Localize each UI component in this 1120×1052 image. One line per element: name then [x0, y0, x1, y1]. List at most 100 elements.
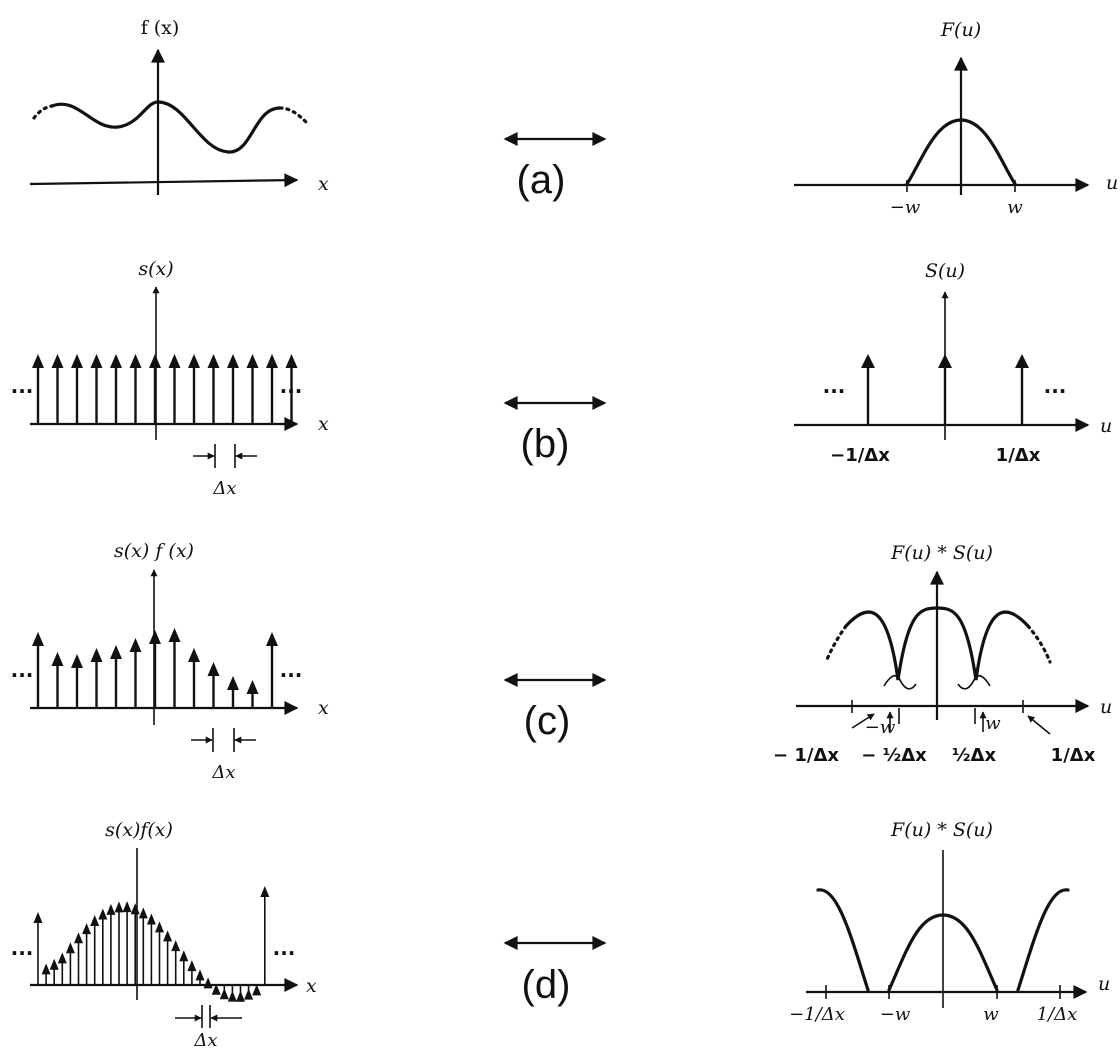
comb-impulse-head — [32, 354, 44, 368]
sample-impulse-head — [207, 662, 220, 676]
ellipsis-right: ··· — [1044, 379, 1067, 403]
dense-impulse-head — [227, 990, 237, 1002]
dense-impulse-head — [65, 942, 75, 954]
spacing-label: Δx — [211, 762, 235, 783]
comb-impulse-head — [71, 354, 83, 368]
spectrum-copy-right — [1016, 888, 1070, 992]
comb-impulse-head — [207, 354, 220, 368]
pointer-pos-1-dx — [1027, 715, 1051, 735]
impulse-pos-head — [1015, 354, 1029, 368]
tick-label-pos-half: ½Δx — [952, 745, 997, 766]
left-plot-a: f (x) x — [29, 17, 329, 195]
sample-impulse-head — [246, 680, 259, 694]
comb-impulse-head — [90, 354, 103, 368]
left-title: s(x)f(x) — [105, 819, 173, 841]
comb-impulse-head — [285, 354, 298, 368]
x-axis-label: x — [318, 173, 329, 195]
dense-impulse-head — [260, 886, 270, 897]
spacing-label: Δx — [212, 478, 236, 499]
sample-impulse-head — [149, 630, 161, 644]
sample-impulse-head — [266, 632, 278, 646]
row-a: f (x) x (a) F(u) −w w u — [29, 17, 1118, 218]
dense-impulse-head — [163, 930, 173, 942]
impulse-train — [32, 354, 298, 424]
u-axis-label: u — [1106, 172, 1118, 194]
dense-impulse-head — [146, 913, 156, 925]
dense-impulse-head — [203, 977, 213, 989]
sample-impulse-head — [71, 654, 83, 668]
spectrum-copy-center — [887, 913, 999, 992]
tick-label-neg-1-dx: −1/Δx — [789, 1004, 845, 1025]
tick-label-neg-1-dx: − 1/Δx — [773, 745, 839, 766]
pane-label-b: (b) — [521, 422, 570, 466]
dense-impulse-head — [171, 940, 181, 952]
sample-impulse-head — [227, 676, 239, 690]
right-plot-d: −1/Δx −w w 1/Δx F(u) * S(u) u — [789, 819, 1110, 1025]
spacing-label: Δx — [193, 1030, 217, 1051]
pane-label-c: (c) — [524, 699, 571, 743]
signal-curve — [50, 100, 282, 154]
x-axis-label: x — [318, 697, 329, 719]
tick-label-neg-w: −w — [890, 197, 921, 218]
ellipsis-left: ··· — [823, 379, 846, 403]
row-b: ··· ··· Δx s(x) x (b) ··· ··· — [11, 258, 1113, 499]
comb-impulse-head — [149, 354, 161, 368]
dense-impulse-head — [114, 901, 124, 913]
u-axis-label: u — [1100, 696, 1112, 718]
sample-impulse-head — [51, 652, 64, 666]
dense-impulse-head — [41, 963, 51, 975]
spectrum-curve — [905, 118, 1017, 186]
dense-impulse-head — [236, 990, 245, 1002]
ellipsis-left: ··· — [11, 379, 34, 403]
dense-impulse-head — [49, 958, 59, 970]
comb-impulse-head — [188, 354, 200, 368]
tick-label-neg-half: − ½Δx — [861, 745, 927, 766]
left-title: f (x) — [141, 17, 180, 39]
dense-impulse-head — [106, 903, 116, 915]
aliased-spectrum — [844, 606, 1030, 681]
comb-impulse-head — [110, 354, 122, 368]
left-plot-c: ··· ··· Δx s(x) f (x) x — [11, 540, 329, 783]
right-title: F(u) * S(u) — [890, 542, 993, 564]
curve-continuation-left — [32, 104, 54, 120]
dense-impulse-head — [57, 952, 67, 964]
comb-impulse-head — [129, 354, 142, 368]
right-plot-a: F(u) −w w u — [794, 19, 1118, 218]
left-plot-b: ··· ··· Δx s(x) x — [11, 258, 329, 499]
overlap-left — [883, 674, 917, 690]
dense-impulse-head — [219, 988, 229, 1000]
overlap-right — [957, 674, 991, 690]
spectrum-copy-left — [816, 888, 870, 992]
sample-impulse-head — [188, 648, 200, 662]
dense-impulse-head — [155, 921, 164, 933]
dense-impulse-head — [211, 983, 221, 995]
ellipsis-left: ··· — [11, 663, 34, 687]
spectrum-continuation-right — [1026, 624, 1052, 664]
ellipsis-right: ··· — [280, 663, 303, 687]
right-title: F(u) — [940, 19, 981, 41]
dense-sampled-impulses — [33, 886, 270, 1002]
comb-impulse-head — [227, 354, 239, 368]
pane-label-a: (a) — [517, 158, 566, 202]
ellipsis-right: ··· — [273, 941, 296, 965]
left-title: s(x) — [138, 258, 173, 280]
dense-impulse-head — [195, 969, 205, 981]
sample-impulse-head — [110, 645, 122, 659]
right-plot-b: ··· ··· −1/Δx 1/Δx S(u) u — [794, 260, 1112, 466]
ellipsis-left: ··· — [11, 941, 34, 965]
right-plot-c: −w w − 1/Δx − ½Δx ½Δx 1/Δx F(u) * S(u) u — [773, 542, 1112, 766]
left-title: s(x) f (x) — [114, 540, 194, 562]
ellipsis-right: ··· — [280, 379, 303, 403]
pane-label-d: (d) — [522, 963, 571, 1007]
tick-label-pos: 1/Δx — [996, 445, 1041, 466]
comb-impulse-head — [168, 354, 181, 368]
dense-impulse-head — [244, 988, 254, 1000]
comb-impulse-head — [266, 354, 278, 368]
dense-impulse-head — [187, 960, 197, 972]
spectrum-continuation-left — [824, 624, 848, 664]
dense-impulse-head — [138, 907, 148, 919]
tick-label-w: w — [983, 1004, 999, 1025]
tick-label-pos-1-dx: 1/Δx — [1037, 1004, 1078, 1025]
sample-impulse-head — [168, 628, 181, 642]
